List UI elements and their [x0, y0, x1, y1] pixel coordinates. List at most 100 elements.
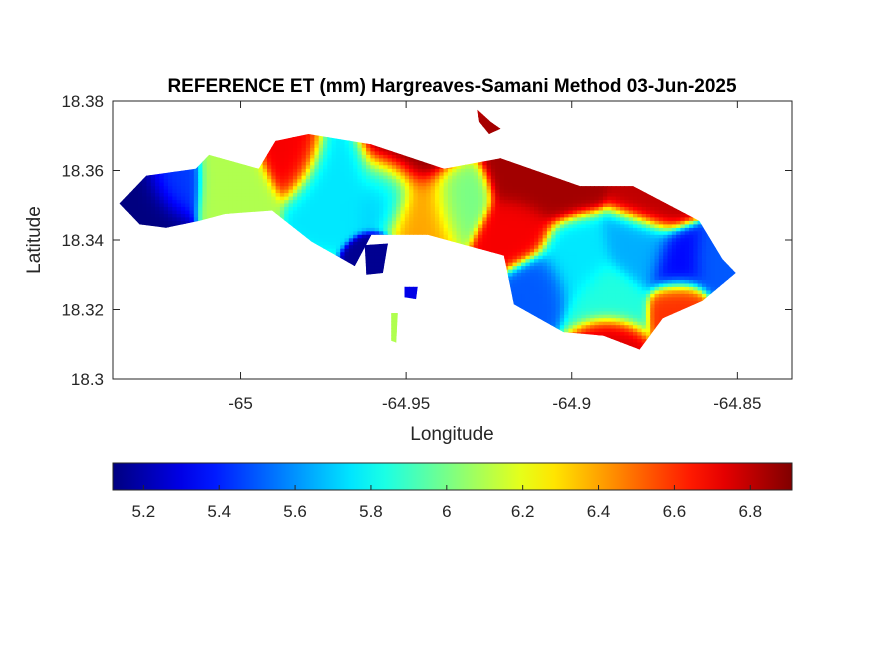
- et-cell: [551, 303, 557, 308]
- et-cell: [607, 289, 613, 294]
- et-cell: [529, 307, 535, 312]
- et-cell: [598, 324, 604, 329]
- et-cell: [637, 265, 643, 270]
- et-cell: [667, 282, 673, 287]
- et-cell: [598, 282, 604, 287]
- et-cell: [335, 251, 341, 256]
- et-cell: [684, 251, 690, 256]
- et-cell: [650, 241, 656, 246]
- et-cell: [585, 289, 591, 294]
- et-cell: [663, 293, 669, 298]
- et-cell: [568, 265, 574, 270]
- et-cell: [710, 244, 716, 249]
- et-cell: [551, 262, 557, 267]
- et-cell: [374, 265, 380, 270]
- et-cell: [645, 279, 651, 284]
- et-cell: [615, 324, 621, 329]
- et-cell: [637, 279, 643, 284]
- et-cell: [671, 268, 677, 273]
- et-cell: [572, 310, 578, 315]
- et-cell: [620, 258, 626, 263]
- et-cell: [676, 272, 682, 277]
- et-cell: [516, 241, 522, 246]
- et-cell: [598, 310, 604, 315]
- et-cell: [633, 321, 638, 326]
- et-cell: [590, 237, 595, 242]
- et-cell: [628, 293, 634, 298]
- et-cell: [555, 272, 561, 277]
- et-cell: [413, 296, 419, 301]
- et-cell: [383, 251, 389, 256]
- et-cell: [689, 282, 694, 287]
- et-cell: [637, 255, 643, 260]
- et-cell: [490, 244, 496, 249]
- et-cell: [379, 251, 384, 256]
- et-cell: [650, 262, 656, 267]
- et-cell: [568, 293, 574, 298]
- et-cell: [590, 331, 595, 336]
- et-cell: [658, 251, 664, 256]
- et-cell: [512, 265, 518, 270]
- et-cell: [594, 255, 600, 260]
- et-cell: [335, 244, 341, 249]
- et-cell: [637, 314, 643, 319]
- et-cell: [611, 314, 617, 319]
- et-cell: [680, 258, 686, 263]
- et-cell: [650, 307, 656, 312]
- et-cell: [628, 268, 634, 273]
- et-cell: [663, 300, 669, 305]
- et-cell: [658, 317, 664, 322]
- et-cell: [525, 282, 531, 287]
- et-cell: [645, 268, 651, 273]
- et-cell: [555, 314, 561, 319]
- et-cell: [348, 237, 354, 242]
- et-cell: [637, 237, 643, 242]
- et-cell: [482, 241, 488, 246]
- et-cell: [611, 265, 617, 270]
- et-cell: [521, 300, 527, 305]
- et-cell: [684, 282, 690, 287]
- et-cell: [340, 241, 346, 246]
- et-cell: [534, 293, 539, 298]
- et-cell: [658, 237, 664, 242]
- et-cell: [684, 268, 690, 273]
- et-cell: [495, 237, 501, 242]
- et-cell: [624, 300, 630, 305]
- et-cell: [680, 237, 686, 242]
- et-cell: [650, 321, 656, 326]
- et-cell: [637, 275, 643, 280]
- et-cell: [594, 307, 600, 312]
- et-cell: [340, 234, 346, 239]
- et-cell: [525, 268, 531, 273]
- et-cell: [344, 251, 350, 256]
- et-cell: [602, 300, 608, 305]
- et-cell: [676, 251, 682, 256]
- et-cell: [667, 251, 673, 256]
- et-cell: [512, 241, 518, 246]
- et-cell: [594, 331, 600, 336]
- et-cell: [585, 324, 591, 329]
- et-cell: [529, 286, 535, 291]
- et-cell: [555, 289, 561, 294]
- et-cell: [546, 255, 552, 260]
- et-cell: [585, 300, 591, 305]
- et-cell: [602, 331, 608, 336]
- et-cell: [314, 237, 320, 242]
- et-cell: [521, 296, 527, 301]
- et-cell: [680, 265, 686, 270]
- et-cell: [667, 241, 673, 246]
- et-cell: [645, 272, 651, 277]
- et-cell: [598, 317, 604, 322]
- et-cell: [594, 289, 600, 294]
- et-cell: [701, 244, 707, 249]
- et-cell: [658, 314, 664, 319]
- et-cell: [689, 286, 694, 291]
- et-cell: [607, 262, 613, 267]
- et-cell: [628, 237, 634, 242]
- et-cell: [542, 275, 548, 280]
- et-cell: [637, 307, 643, 312]
- et-cell: [529, 255, 535, 260]
- et-cell: [645, 255, 651, 260]
- et-cell: [598, 248, 604, 253]
- et-cell: [538, 241, 544, 246]
